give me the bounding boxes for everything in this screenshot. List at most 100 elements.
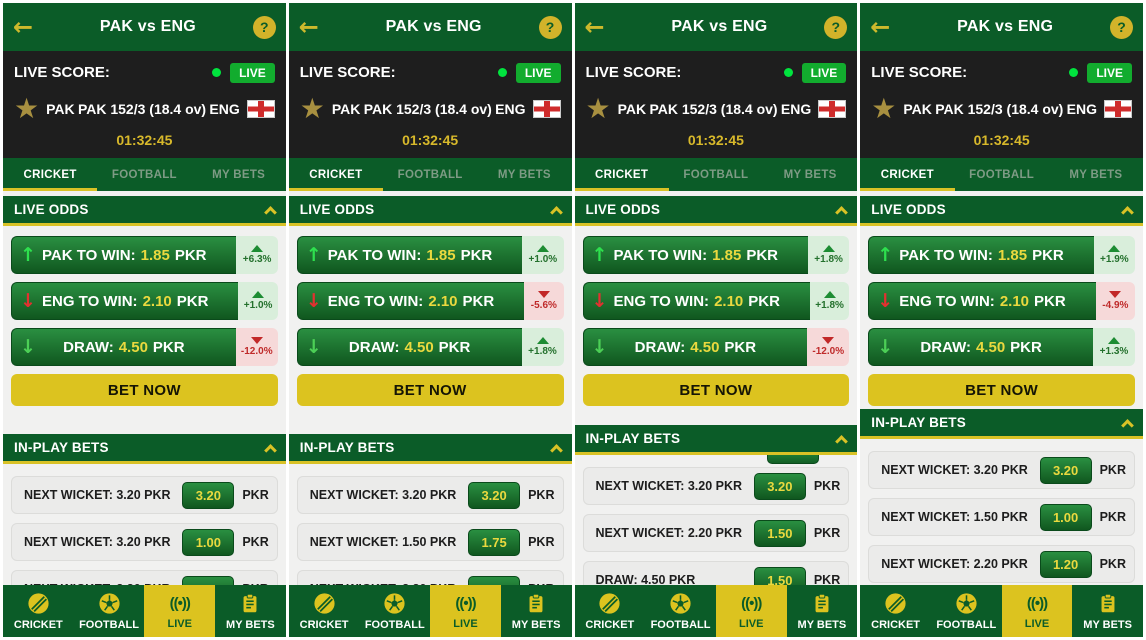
bet-now-button[interactable]: BET NOW: [868, 374, 1135, 406]
help-icon[interactable]: ?: [252, 15, 276, 39]
arrow-down-icon: [592, 290, 614, 312]
arrow-down-icon: [306, 336, 328, 358]
tab-cricket[interactable]: CRICKET: [288, 158, 384, 191]
live-odds-header[interactable]: LIVE ODDS: [288, 196, 572, 226]
my-bets-clipboard-icon: [529, 593, 543, 612]
in-play-bets-title: IN-PLAY BETS: [14, 440, 109, 455]
nav-live[interactable]: ((•)) LIVE: [1001, 585, 1073, 637]
bet-odds-badge[interactable]: 3.20: [468, 481, 521, 509]
in-play-bet-row[interactable]: NEXT WICKET: 2.20 PKR 1.20 PKR: [868, 545, 1135, 583]
in-play-bet-row[interactable]: NEXT WICKET: 1.50 PKR 1.75 PKR: [296, 523, 564, 561]
live-score-panel: LIVE SCORE: LIVE PAK PAK 152/3 (18.4 ov)…: [288, 51, 572, 158]
tab-football[interactable]: FOOTBALL: [683, 168, 749, 181]
live-odds-header[interactable]: LIVE ODDS: [574, 196, 858, 226]
bet-now-button[interactable]: BET NOW: [11, 374, 278, 406]
my-bets-clipboard-icon: [1101, 593, 1115, 612]
in-play-bet-row[interactable]: NEXT WICKET: 3.20 PKR 3.20 PKR: [296, 476, 564, 514]
live-odds-header[interactable]: LIVE ODDS: [3, 196, 286, 226]
nav-cricket[interactable]: CRICKET: [3, 585, 74, 637]
tab-football[interactable]: FOOTBALL: [111, 168, 177, 181]
help-icon[interactable]: ?: [824, 15, 848, 39]
odds-value: 2.10: [428, 292, 458, 310]
tab-cricket[interactable]: CRICKET: [3, 158, 98, 191]
match-score: PAK 152/3 (18.4 ov): [935, 101, 1064, 117]
nav-football[interactable]: FOOTBALL: [74, 585, 145, 637]
live-odds-header[interactable]: LIVE ODDS: [860, 196, 1143, 226]
help-icon[interactable]: ?: [1110, 15, 1133, 39]
app-bar: PAK vs ENG ?: [3, 3, 286, 51]
bet-odds-badge[interactable]: 1.00: [1039, 503, 1092, 531]
odds-change-badge: +1.0%: [238, 282, 278, 320]
in-play-bet-row[interactable]: NEXT WICKET: 3.20 PKR 3.20 PKR: [582, 467, 850, 505]
in-play-bets-header[interactable]: IN-PLAY BETS: [574, 425, 858, 455]
odds-label: DRAW:: [63, 338, 114, 356]
triangle-down-icon: [822, 337, 835, 344]
bet-now-button[interactable]: BET NOW: [582, 374, 850, 406]
team-left-name: PAK: [46, 101, 75, 117]
triangle-up-icon: [1108, 337, 1120, 344]
tab-cricket[interactable]: CRICKET: [574, 158, 670, 191]
odds-value: 1.85: [140, 246, 170, 264]
nav-my-bets[interactable]: MY BETS: [1072, 585, 1143, 637]
back-arrow-icon[interactable]: [870, 13, 900, 41]
bet-odds-badge[interactable]: 1.00: [182, 528, 235, 556]
nav-live[interactable]: ((•)) LIVE: [715, 585, 787, 637]
match-score: PAK 152/3 (18.4 ov): [649, 101, 778, 117]
bet-odds-badge[interactable]: 1.50: [753, 519, 806, 547]
odds-change-badge: +1.9%: [1093, 236, 1135, 274]
in-play-bet-row[interactable]: NEXT WICKET: 2.20 PKR 1.50 PKR: [582, 514, 850, 552]
in-play-bet-row[interactable]: NEXT WICKET: 3.20 PKR 3.20 PKR: [11, 476, 278, 514]
in-play-bets-header[interactable]: IN-PLAY BETS: [860, 409, 1143, 439]
tab-my-bets[interactable]: MY BETS: [1069, 168, 1123, 181]
tab-my-bets[interactable]: MY BETS: [783, 168, 837, 181]
odds-label: ENG TO WIN:: [899, 292, 995, 310]
nav-cricket[interactable]: CRICKET: [575, 585, 646, 637]
back-arrow-icon[interactable]: [585, 13, 615, 41]
team-left-name: PAK: [903, 101, 932, 117]
help-icon[interactable]: ?: [538, 15, 562, 39]
nav-my-bets[interactable]: MY BETS: [215, 585, 286, 637]
tab-football[interactable]: FOOTBALL: [397, 168, 463, 181]
tab-my-bets[interactable]: MY BETS: [497, 168, 551, 181]
nav-cricket[interactable]: CRICKET: [860, 585, 931, 637]
in-play-bet-row[interactable]: NEXT WICKET: 3.20 PKR 1.00 PKR: [11, 523, 278, 561]
bet-odds-badge[interactable]: 1.20: [1039, 550, 1092, 578]
in-play-bet-row[interactable]: NEXT WICKET: 3.20 PKR 3.20 PKR: [868, 451, 1135, 489]
bet-odds-badge[interactable]: 3.20: [182, 481, 235, 509]
bet-odds-badge[interactable]: 1.75: [468, 528, 521, 556]
nav-my-bets[interactable]: MY BETS: [787, 585, 858, 637]
in-play-bet-row[interactable]: NEXT WICKET: 1.50 PKR 1.00 PKR: [868, 498, 1135, 536]
nav-football[interactable]: FOOTBALL: [645, 585, 716, 637]
back-arrow-icon[interactable]: [13, 13, 43, 41]
bet-now-button[interactable]: BET NOW: [296, 374, 564, 406]
tab-cricket[interactable]: CRICKET: [860, 158, 955, 191]
tab-football[interactable]: FOOTBALL: [969, 168, 1035, 181]
back-arrow-icon[interactable]: [299, 13, 329, 41]
nav-my-bets[interactable]: MY BETS: [501, 585, 572, 637]
nav-football[interactable]: FOOTBALL: [359, 585, 430, 637]
tab-my-bets[interactable]: MY BETS: [212, 168, 266, 181]
nav-live[interactable]: ((•)) LIVE: [430, 585, 501, 637]
bet-odds-badge[interactable]: 3.20: [1039, 456, 1092, 484]
in-play-bets-header[interactable]: IN-PLAY BETS: [288, 434, 572, 464]
nav-football[interactable]: FOOTBALL: [931, 585, 1002, 637]
nav-live[interactable]: ((•)) LIVE: [144, 585, 216, 637]
in-play-bets-header[interactable]: IN-PLAY BETS: [3, 434, 286, 464]
live-badge: LIVE: [1087, 62, 1132, 83]
bet-odds-badge[interactable]: 3.20: [753, 472, 806, 500]
nav-cricket[interactable]: CRICKET: [289, 585, 360, 637]
